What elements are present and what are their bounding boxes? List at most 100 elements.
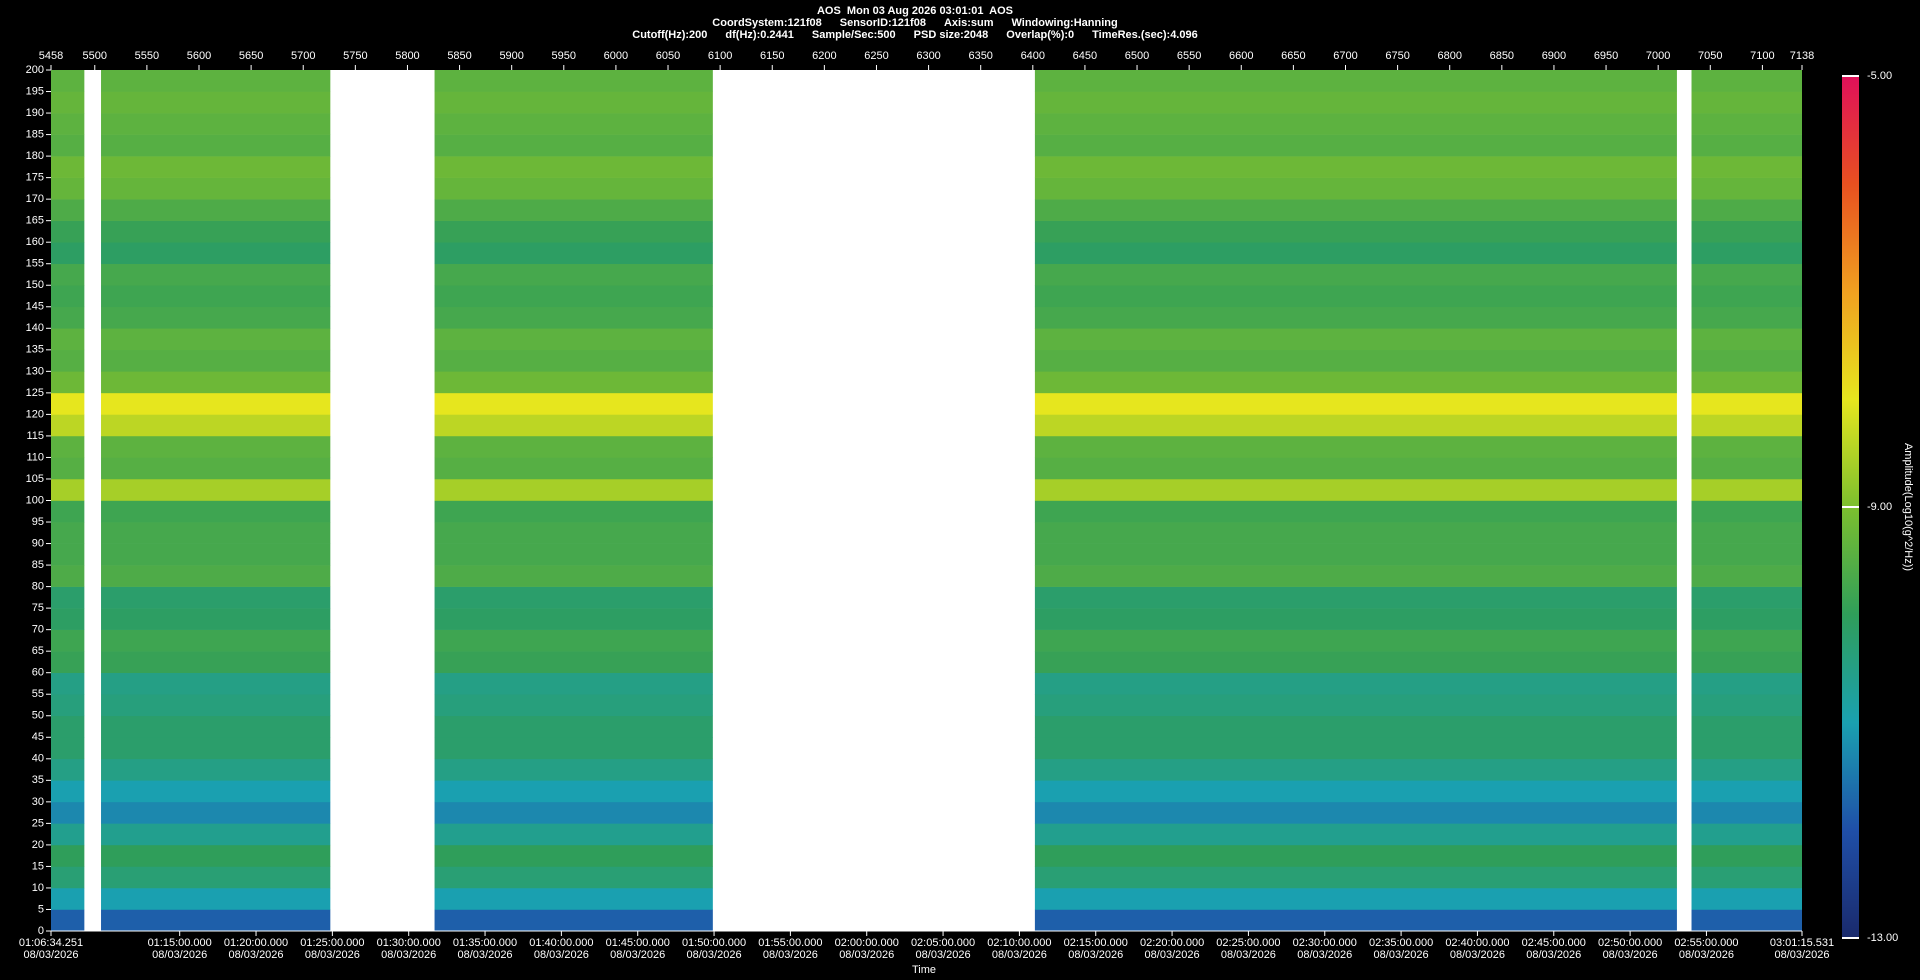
y-tick-label: 135 [26,344,44,356]
info-item: CoordSystem:121f08 [712,17,822,29]
y-tick-label: 60 [32,667,44,679]
spectrogram-cell [51,543,85,566]
date-label: 08/03/2026 [1526,949,1581,961]
x-tick-label: 6600 [1229,50,1253,62]
spectrogram-cell [434,500,713,523]
y-tick-label: 150 [26,279,44,291]
spectrogram-cell [101,608,331,630]
x-tick-label: 7050 [1698,50,1722,62]
spectrogram-cell [1034,887,1677,910]
setting-item: df(Hz):0.2441 [725,29,794,41]
y-tick-label: 115 [26,430,44,442]
setting-item: Overlap(%):0 [1006,29,1075,41]
spectrogram-cell [1691,371,1802,394]
date-label: 08/03/2026 [1603,949,1658,961]
spectrogram-cell [434,113,713,135]
spectrogram-cell [51,801,85,824]
spectrogram-cell [1034,844,1677,867]
spectrogram-cell [101,91,331,114]
spectrogram-cell [1691,500,1802,523]
spectrogram-cell [434,285,713,308]
spectrogram-cell [1034,242,1677,265]
y-tick-label: 170 [26,193,44,205]
x-tick-label: 6700 [1333,50,1357,62]
spectrogram-cell [1034,780,1677,803]
y-tick-label: 180 [26,150,44,162]
spectrogram-cell [1691,608,1802,630]
time-tick-label: 03:01:15.531 [1770,937,1834,949]
x-tick-label: 5650 [239,50,263,62]
y-tick-label: 35 [32,774,44,786]
y-tick-label: 5 [38,903,44,915]
spectrogram-cell [1034,91,1677,114]
time-tick-label: 01:25:00.000 [300,937,364,949]
spectrogram-cell [101,565,331,587]
spectrogram-cell [1034,285,1677,308]
spectrogram-cell [51,651,85,673]
time-tick-label: 02:05:00.000 [911,937,975,949]
spectrogram-cell [1691,134,1802,157]
x-tick-label: 5950 [552,50,576,62]
y-tick-label: 125 [26,387,44,399]
date-label: 08/03/2026 [1450,949,1505,961]
spectrogram-cell [101,263,331,286]
spectrogram-cell [1034,629,1677,652]
time-tick-label: 02:15:00.000 [1064,937,1128,949]
spectrogram-cell [434,694,713,717]
x-tick-label: 6300 [916,50,940,62]
y-tick-label: 105 [26,473,44,485]
date-label: 08/03/2026 [1679,949,1734,961]
spectrogram-cell [101,758,331,781]
date-label: 08/03/2026 [23,949,78,961]
spectrogram-cell [101,177,331,200]
x-tick-label: 6250 [864,50,888,62]
time-tick-label: 02:50:00.000 [1598,937,1662,949]
spectrogram-cell [1034,263,1677,286]
y-tick-label: 95 [32,516,44,528]
spectrogram-cell [101,199,331,221]
spectrogram-cell [434,328,713,351]
spectrogram-cell [1034,435,1677,458]
time-tick-label: 01:15:00.000 [148,937,212,949]
spectrogram-cell [434,242,713,265]
spectrogram-cell [101,478,331,501]
spectrogram-cell [434,134,713,157]
spectrogram-cell [101,866,331,889]
spectrogram-cell [101,694,331,717]
y-tick-label: 0 [38,925,44,937]
spectrogram-cell [101,887,331,910]
spectrogram-cell [101,134,331,157]
y-tick-label: 75 [32,602,44,614]
x-tick-label: 6100 [708,50,732,62]
y-tick-label: 165 [26,215,44,227]
x-tick-label: 5550 [135,50,159,62]
spectrogram-cell [434,844,713,867]
title-line: AOS Mon 03 Aug 2026 03:01:01 AOS [0,5,1830,17]
spectrogram-cell [101,737,331,760]
spectrogram-cell [1691,737,1802,760]
x-tick-label: 6800 [1437,50,1461,62]
spectrogram-cell [1034,823,1677,846]
spectrogram-cell [434,672,713,695]
y-tick-label: 50 [32,710,44,722]
time-tick-label: 02:20:00.000 [1140,937,1204,949]
spectrogram-cell [1691,285,1802,308]
spectrogram-cell [51,780,85,803]
spectrogram-cell [1034,672,1677,695]
spectrogram-cell [1691,328,1802,351]
spectrogram-cell [1034,156,1677,178]
spectrogram-cell [1034,608,1677,630]
spectrogram-cell [1034,328,1677,351]
settings-line: Cutoff(Hz):200 df(Hz):0.2441 Sample/Sec:50… [0,29,1830,41]
spectrogram-cell [51,306,85,329]
spectrogram-cell [101,629,331,652]
time-tick-label: 02:55:00.000 [1674,937,1738,949]
spectrogram-cell [434,306,713,329]
spectrogram-cell [101,543,331,566]
spectrogram-cell [1691,263,1802,286]
spectrogram-cell [51,199,85,221]
spectrogram-cell [434,586,713,609]
spectrogram-cell [434,780,713,803]
x-axis-label: Time [912,964,936,976]
y-tick-label: 55 [32,688,44,700]
